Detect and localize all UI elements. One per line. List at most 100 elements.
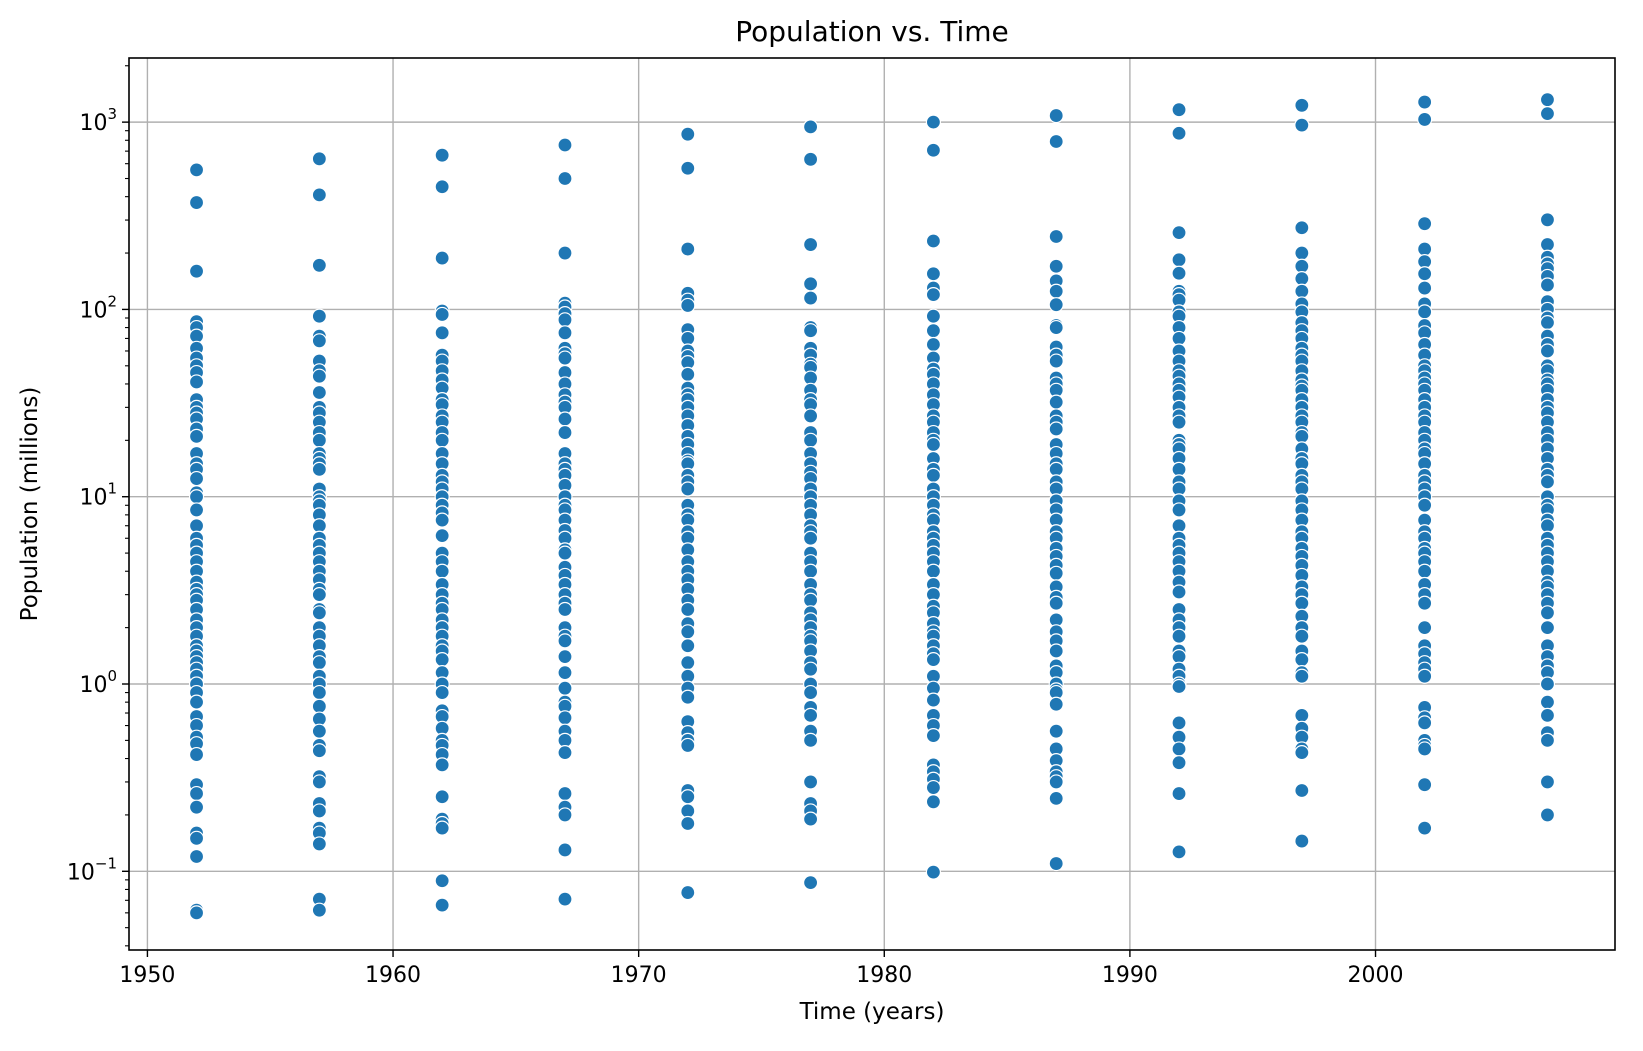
data-point: [925, 467, 942, 483]
data-point: [802, 408, 819, 424]
data-point: [1294, 668, 1310, 684]
data-point: [311, 518, 327, 534]
data-point: [1294, 745, 1310, 761]
data-point: [1294, 271, 1310, 287]
data-point: [1539, 106, 1556, 122]
data-point: [1048, 297, 1064, 313]
data-point: [311, 432, 327, 448]
y-tick-label: 100: [79, 667, 117, 698]
data-point: [188, 905, 205, 921]
data-point: [557, 325, 573, 341]
data-point: [557, 411, 573, 427]
data-point: [1048, 565, 1064, 581]
data-point: [1417, 266, 1433, 282]
data-point: [434, 147, 450, 163]
data-point: [1171, 518, 1187, 534]
data-point: [1294, 833, 1310, 849]
data-point: [802, 236, 819, 253]
data-points: [188, 92, 1556, 921]
data-point: [1171, 715, 1187, 731]
data-point: [434, 432, 450, 448]
data-point: [311, 803, 327, 819]
data-point: [925, 323, 942, 339]
data-point: [1539, 92, 1556, 108]
y-tick-exponent: 1: [107, 480, 117, 498]
data-point: [188, 785, 205, 802]
data-point: [1171, 265, 1187, 281]
data-point: [1171, 755, 1187, 771]
data-point: [557, 633, 573, 649]
data-point: [311, 368, 327, 384]
data-point: [1048, 461, 1064, 477]
x-axis-ticks: 1950 1960 1970 1980 1990 2000: [119, 950, 1404, 988]
data-point: [802, 119, 819, 135]
data-point: [311, 151, 327, 167]
data-point: [188, 746, 205, 763]
data-point: [311, 774, 327, 790]
data-point: [1417, 777, 1433, 793]
data-point: [925, 114, 942, 130]
data-point: [680, 297, 696, 314]
data-point: [1539, 315, 1556, 331]
data-point: [925, 864, 942, 880]
data-point: [311, 723, 327, 739]
data-point: [1171, 844, 1187, 860]
data-point: [1048, 353, 1064, 369]
x-tick-label: 2000: [1348, 963, 1404, 988]
data-point: [802, 732, 819, 748]
data-point: [1294, 595, 1310, 611]
data-point: [311, 384, 327, 401]
data-point: [1171, 461, 1187, 477]
x-tick-label: 1970: [611, 963, 667, 988]
data-point: [311, 836, 327, 852]
grid-lines: [129, 58, 1615, 950]
data-point: [1539, 707, 1556, 723]
data-point: [1417, 820, 1433, 836]
data-point: [680, 481, 696, 497]
data-point: [557, 745, 573, 761]
data-point: [1417, 280, 1433, 296]
data-point: [557, 665, 573, 681]
data-point: [802, 811, 819, 827]
data-point: [1417, 216, 1433, 232]
data-point: [925, 779, 942, 796]
data-point: [802, 563, 819, 579]
data-point: [925, 266, 942, 282]
data-point: [680, 330, 696, 347]
data-point: [188, 848, 205, 865]
data-point: [1417, 241, 1433, 257]
y-tick-exponent: 3: [107, 105, 117, 123]
data-point: [434, 684, 450, 701]
y-tick-exponent: −1: [95, 854, 117, 872]
x-tick-label: 1980: [856, 963, 912, 988]
data-point: [1048, 319, 1064, 336]
data-point: [925, 336, 942, 353]
data-point: [311, 308, 327, 324]
data-point: [1048, 228, 1064, 245]
y-tick-base: 10: [79, 486, 107, 511]
data-point: [311, 333, 327, 349]
y-tick-label: 10−1: [67, 854, 117, 885]
data-point: [1171, 741, 1187, 757]
data-point: [434, 512, 450, 528]
data-point: [1294, 651, 1310, 668]
data-point: [1048, 696, 1064, 712]
data-point: [802, 875, 819, 891]
data-point: [1048, 107, 1064, 124]
data-point: [311, 461, 327, 477]
y-tick-exponent: 0: [107, 667, 117, 685]
data-point: [802, 684, 819, 701]
data-point: [557, 842, 573, 858]
data-point: [311, 902, 327, 918]
data-point: [1294, 245, 1310, 261]
data-point: [925, 728, 942, 744]
data-point: [1539, 605, 1556, 621]
data-point: [434, 306, 450, 323]
data-point: [1539, 212, 1556, 228]
data-point: [680, 160, 696, 176]
data-point: [1294, 782, 1310, 799]
y-tick-exponent: 2: [107, 292, 117, 310]
data-point: [1539, 343, 1556, 359]
data-point: [925, 233, 942, 249]
